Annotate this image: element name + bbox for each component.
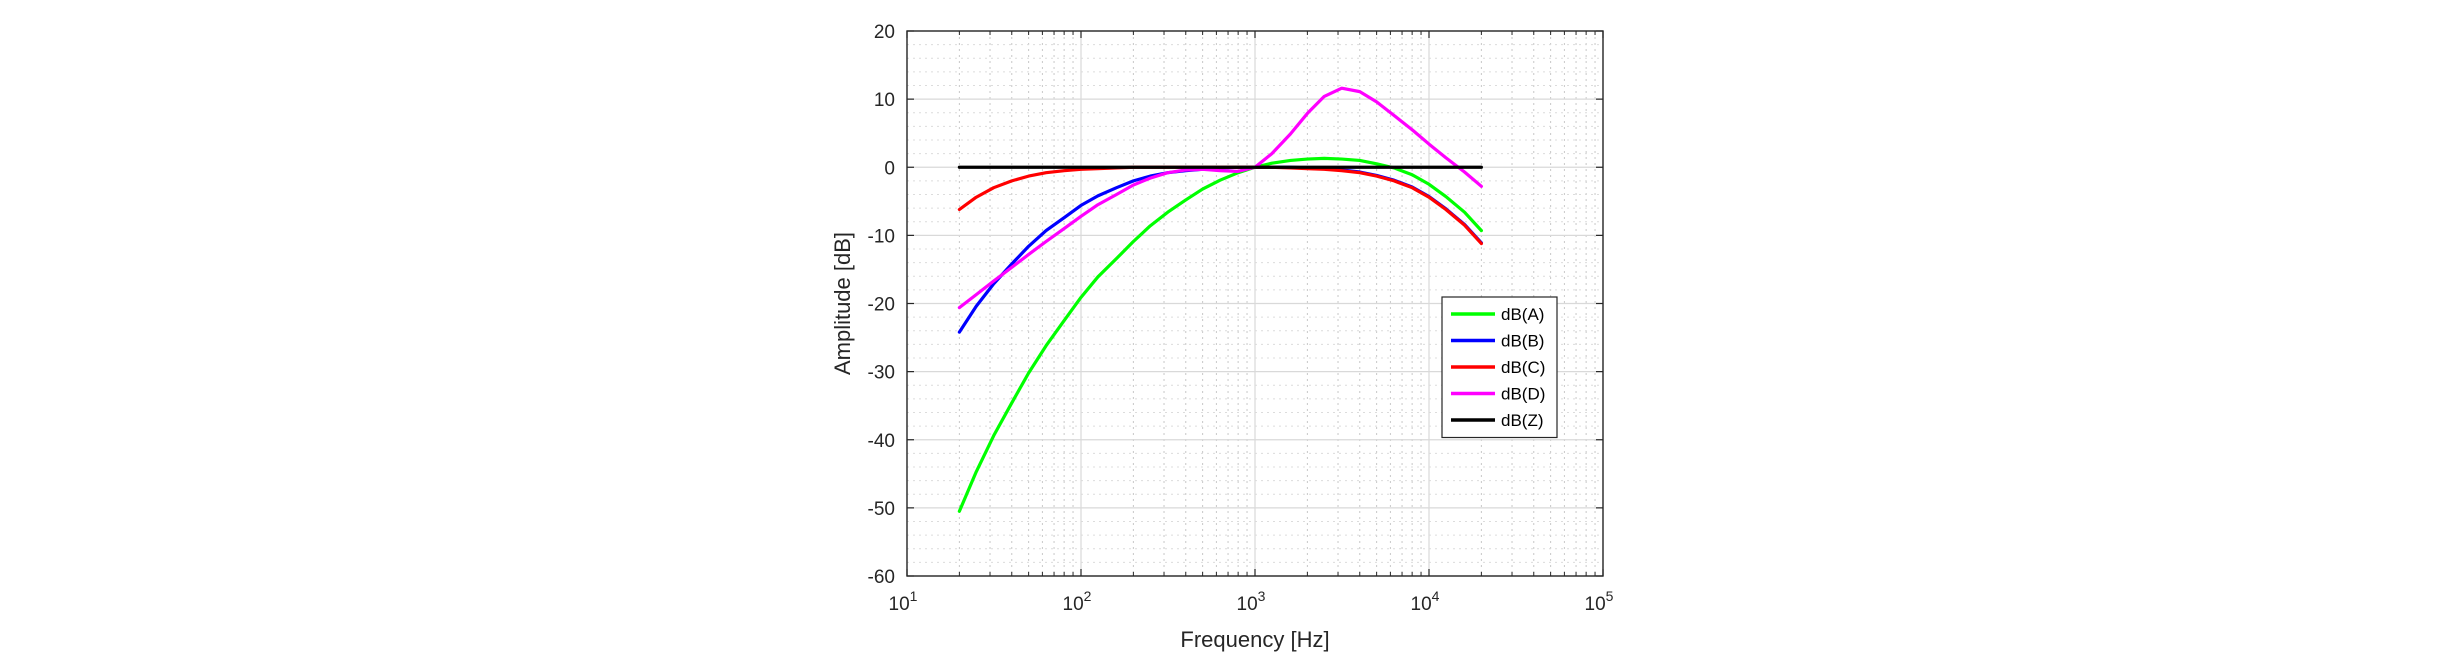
legend-label-dbc: dB(C) xyxy=(1501,358,1545,377)
series-group xyxy=(957,86,1483,513)
x-tick-label-exponent: 2 xyxy=(1084,588,1092,604)
x-tick-label-base: 10 xyxy=(1237,594,1258,615)
y-tick-label: -20 xyxy=(868,295,895,316)
y-tick-label: -10 xyxy=(868,226,895,247)
legend-label-dbd: dB(D) xyxy=(1501,385,1545,404)
y-tick-label: -60 xyxy=(868,567,895,588)
x-tick-label: 101 xyxy=(889,588,918,615)
y-tick-label: -30 xyxy=(868,363,895,384)
x-tick-label-exponent: 4 xyxy=(1432,588,1440,604)
x-tick-label-base: 10 xyxy=(1585,594,1606,615)
y-axis-label: Amplitude [dB] xyxy=(830,232,855,375)
y-tick-label: -50 xyxy=(868,499,895,520)
y-tick-label: 10 xyxy=(874,90,895,111)
legend: dB(A) dB(B) dB(C) dB(D) dB(Z) xyxy=(1441,296,1558,439)
x-tick-label-exponent: 1 xyxy=(910,588,918,604)
x-tick-label-base: 10 xyxy=(1411,594,1432,615)
x-tick-label: 104 xyxy=(1411,588,1440,615)
y-tick-labels: -60 -50 -40 -30 -20 -10 0 10 20 xyxy=(868,22,895,588)
x-tick-label: 105 xyxy=(1585,588,1614,615)
x-tick-label-base: 10 xyxy=(889,594,910,615)
x-tick-label-exponent: 5 xyxy=(1606,588,1614,604)
x-tick-label-exponent: 3 xyxy=(1258,588,1266,604)
axis-ticks xyxy=(906,30,1604,577)
x-tick-label-base: 10 xyxy=(1063,594,1084,615)
legend-label-dbb: dB(B) xyxy=(1501,332,1544,351)
x-tick-labels: 101 102 103 104 105 xyxy=(889,588,1614,615)
x-tick-label: 102 xyxy=(1063,588,1092,615)
y-tick-label: 0 xyxy=(884,158,895,179)
y-tick-label: 20 xyxy=(874,22,895,43)
series-line-dbd xyxy=(957,86,1483,310)
x-tick-label: 103 xyxy=(1237,588,1266,615)
legend-label-dbz: dB(Z) xyxy=(1501,411,1544,430)
x-axis-label: Frequency [Hz] xyxy=(1180,627,1329,652)
y-tick-label: -40 xyxy=(868,431,895,452)
legend-label-dba: dB(A) xyxy=(1501,305,1544,324)
